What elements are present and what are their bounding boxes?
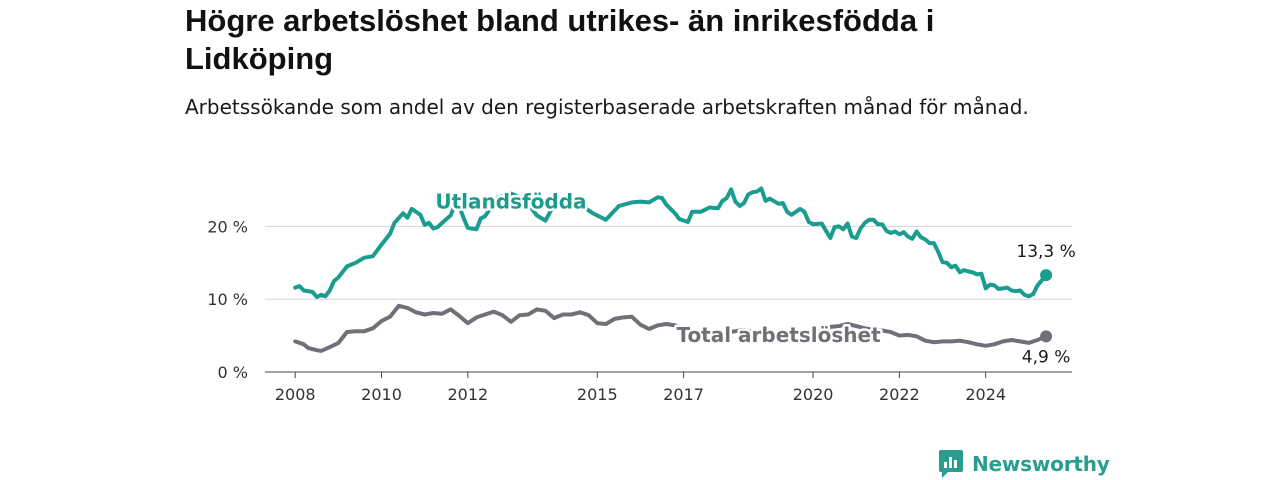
x-tick-label: 2024 (965, 385, 1006, 404)
x-tick-label: 2015 (577, 385, 618, 404)
x-tick-label: 2008 (275, 385, 316, 404)
y-tick-label: 20 % (207, 217, 248, 236)
series-line-0 (293, 186, 1049, 299)
x-tick-label: 2017 (663, 385, 704, 404)
series-name-label: Utlandsfödda (435, 190, 586, 214)
grid-lines (265, 225, 1072, 300)
bar-chart-bubble-icon (939, 450, 963, 478)
y-tick-label: 0 % (218, 363, 248, 382)
chart-title: Högre arbetslöshet bland utrikes- än inr… (185, 3, 935, 76)
y-tick-label: 10 % (207, 290, 248, 309)
x-tick-label: 2012 (447, 385, 488, 404)
series-lines (293, 186, 1053, 353)
end-value-label: 13,3 % (1016, 242, 1075, 262)
series-name-label: Total arbetslöshet (676, 323, 881, 347)
brand-name: Newsworthy (972, 452, 1110, 476)
x-tick-label: 2020 (793, 385, 834, 404)
chart-subtitle: Arbetssökande som andel av den registerb… (185, 95, 1029, 119)
series-end-point-0 (1040, 269, 1053, 282)
brand-logo: Newsworthy (938, 448, 1110, 480)
x-tick-label: 2010 (361, 385, 402, 404)
end-value-label: 4,9 % (1022, 347, 1071, 367)
axes: 0 % 10 % 20 % 2008 2010 2012 2015 2017 2020 2022 2… (207, 217, 1072, 404)
x-tick-label: 2022 (879, 385, 920, 404)
labels: Utlandsfödda Total arbetslöshet 13,3 % 4,9 … (433, 187, 1078, 369)
series-line-1 (293, 303, 1049, 353)
series-end-point-1 (1040, 330, 1053, 343)
